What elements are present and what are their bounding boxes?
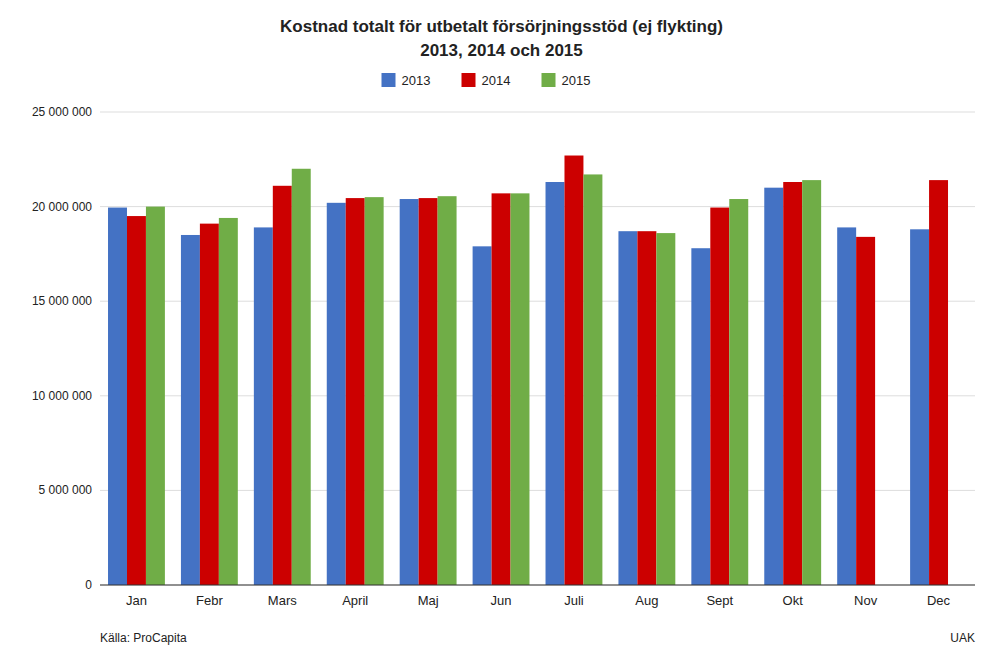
legend-swatch	[462, 73, 476, 87]
bar	[546, 182, 565, 585]
bar	[473, 246, 492, 585]
x-tick-label: Juli	[564, 593, 584, 608]
legend-swatch	[382, 73, 396, 87]
bar	[146, 207, 165, 585]
bar	[254, 227, 273, 585]
bar	[108, 208, 127, 585]
chart-svg: Kostnad totalt för utbetalt försörjnings…	[0, 0, 1003, 656]
bar	[583, 174, 602, 585]
bar	[729, 199, 748, 585]
bar	[365, 197, 384, 585]
bar	[419, 198, 438, 585]
bar	[656, 233, 675, 585]
grid-line	[100, 112, 975, 113]
bar	[273, 186, 292, 585]
y-tick-label: 5 000 000	[39, 483, 93, 497]
footer-annotation: Källa: ProCapita	[100, 631, 187, 645]
y-tick-label: 15 000 000	[32, 294, 92, 308]
legend-swatch	[542, 73, 556, 87]
y-tick-label: 0	[85, 578, 92, 592]
bar	[127, 216, 146, 585]
chart-container: Kostnad totalt för utbetalt försörjnings…	[0, 0, 1003, 656]
bar	[837, 227, 856, 585]
bar	[783, 182, 802, 585]
x-tick-label: Jan	[126, 593, 147, 608]
y-tick-label: 10 000 000	[32, 389, 92, 403]
grid-line	[100, 206, 975, 207]
x-tick-label: Febr	[196, 593, 223, 608]
footer-annotation: UAK	[950, 631, 975, 645]
y-tick-label: 20 000 000	[32, 200, 92, 214]
series-bars	[127, 156, 948, 585]
x-tick-label: Maj	[418, 593, 439, 608]
bar	[856, 237, 875, 585]
x-axis-line	[100, 585, 975, 586]
x-tick-label: Sept	[706, 593, 733, 608]
legend-label: 2013	[402, 73, 431, 88]
bar	[292, 169, 311, 585]
bar	[200, 224, 219, 585]
x-tick-label: Aug	[635, 593, 658, 608]
bar	[802, 180, 821, 585]
grid-line	[100, 585, 975, 586]
y-tick-label: 25 000 000	[32, 105, 92, 119]
bar	[400, 199, 419, 585]
x-tick-label: April	[342, 593, 368, 608]
bar	[764, 188, 783, 585]
legend: 2013 2014 2015	[382, 73, 591, 88]
bar	[618, 231, 637, 585]
legend-label: 2014	[482, 73, 511, 88]
subtitle: 2013, 2014 och 2015	[420, 41, 583, 60]
bar	[564, 156, 583, 585]
bar	[691, 248, 710, 585]
bar	[929, 180, 948, 585]
x-tick-label: Dec	[927, 593, 951, 608]
bar	[327, 203, 346, 585]
series-bars	[146, 169, 821, 585]
x-tick-label: Jun	[491, 593, 512, 608]
bar	[181, 235, 200, 585]
bars	[108, 156, 948, 585]
x-tick-label: Mars	[268, 593, 297, 608]
title: Kostnad totalt för utbetalt försörjnings…	[280, 17, 723, 36]
bar	[637, 231, 656, 585]
bar	[710, 208, 729, 585]
bar	[492, 193, 511, 585]
x-tick-label: Okt	[783, 593, 804, 608]
y-grid	[100, 112, 975, 585]
bar	[511, 193, 530, 585]
x-tick-label: Nov	[854, 593, 878, 608]
bar	[346, 198, 365, 585]
bar	[910, 229, 929, 585]
legend-label: 2015	[562, 73, 591, 88]
bar	[219, 218, 238, 585]
bar	[438, 196, 457, 585]
